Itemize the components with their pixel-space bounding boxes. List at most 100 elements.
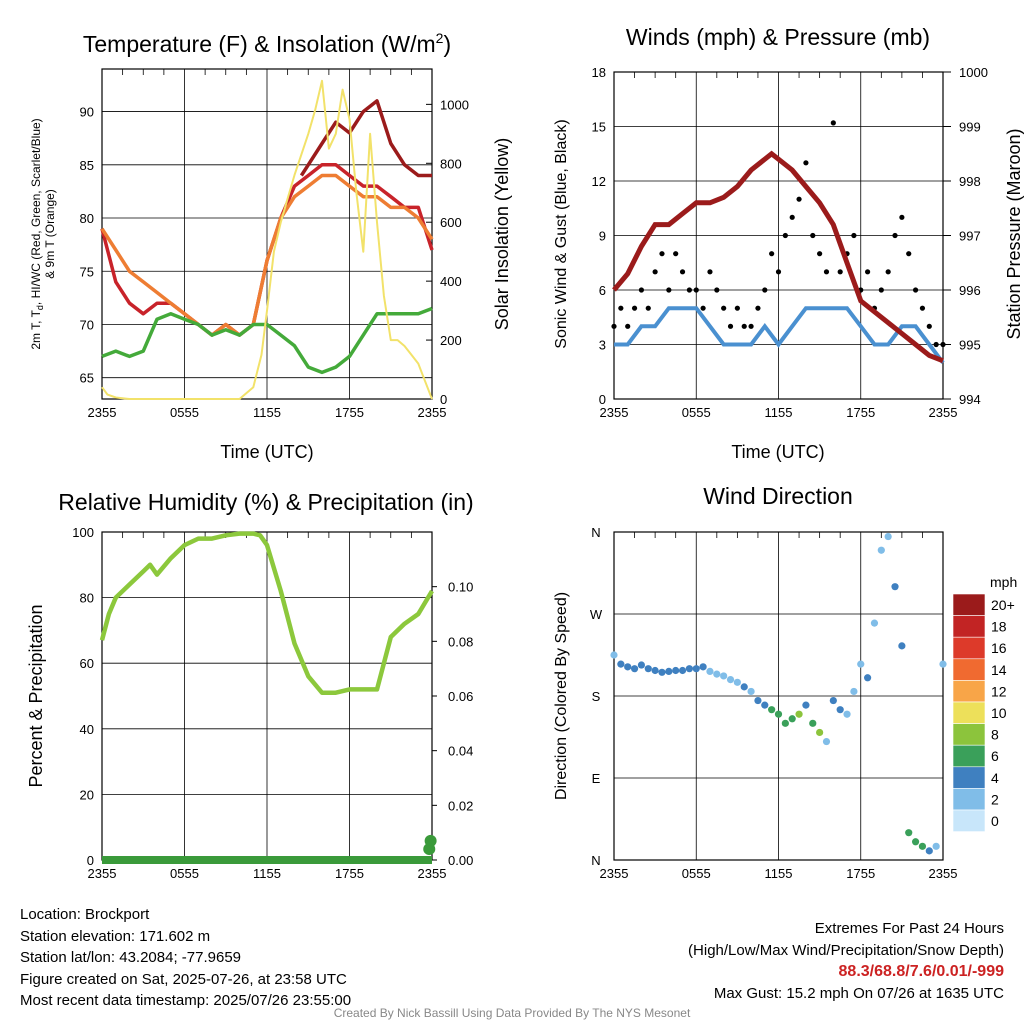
y-right-tick-label: 0.00 [448, 853, 473, 868]
direction-point [761, 701, 769, 709]
gust-point [721, 305, 727, 311]
y-tick-label: 90 [80, 105, 94, 120]
y-right-tick-label: 1000 [440, 97, 469, 112]
legend-swatch [952, 636, 986, 660]
x-tick-label: 2355 [418, 405, 447, 420]
direction-point [768, 706, 776, 714]
y-right-tick-label: 996 [959, 283, 981, 298]
humidity-panel: Relative Humidity (%) & Precipitation (i… [26, 489, 474, 788]
x-tick-label: 2355 [929, 866, 958, 881]
gust-point [789, 214, 795, 220]
legend-label: 10 [991, 705, 1007, 721]
x-tick-label: 1155 [765, 405, 793, 420]
gust-point [700, 305, 706, 311]
gust-point [926, 323, 932, 329]
y-right-tick-label: 0.04 [448, 744, 473, 759]
gust-point [803, 160, 809, 166]
direction-point [726, 676, 735, 684]
legend-title: mph [990, 574, 1017, 590]
y-right-tick-label: 997 [959, 229, 981, 244]
x-tick-label: 0555 [682, 866, 711, 881]
direction-point [610, 651, 618, 659]
direction-point [678, 666, 687, 675]
credit-line: Created By Nick Bassill Using Data Provi… [333, 1006, 691, 1020]
legend-swatch [952, 788, 986, 811]
direction-point [685, 665, 693, 673]
legend-label: 2 [991, 791, 999, 807]
gust-point [851, 232, 857, 239]
winds-xlabel: Time (UTC) [731, 442, 824, 462]
y-tick-label: 15 [592, 120, 606, 135]
legend-swatch [952, 723, 986, 746]
direction-point [630, 665, 639, 673]
direction-point [795, 710, 803, 718]
latlon-line: Station lat/lon: 43.2084; -77.9659 [20, 949, 242, 966]
temperature-series-green [101, 306, 433, 375]
direction-point [809, 719, 817, 727]
direction-point [672, 666, 680, 675]
temperature-panel: Temperature (F) & Insolation (W/m2) 2m T… [29, 30, 512, 462]
created-line: Figure created on Sat, 2025-07-26, at 23… [20, 970, 347, 988]
x-tick-label: 1155 [765, 866, 793, 881]
legend-label: 0 [991, 813, 999, 829]
temperature-series-yellow [101, 79, 433, 400]
gust-point [625, 323, 631, 329]
x-tick-label: 1155 [253, 866, 281, 881]
gust-point [796, 196, 802, 202]
max-gust-line: Max Gust: 15.2 mph On 07/26 at 1635 UTC [713, 984, 1004, 1002]
legend-swatch [952, 658, 986, 681]
legend-label: 16 [991, 640, 1007, 656]
temperature-ylabel-left-line2: & 9m T (Orange) [43, 189, 57, 279]
y-tick-label: 65 [80, 371, 94, 386]
y-right-tick-label: 0.06 [448, 689, 473, 704]
y-tick-label: N [591, 853, 600, 868]
temperature-xlabel: Time (UTC) [220, 442, 313, 462]
y-tick-label: 60 [80, 656, 94, 671]
winds-panel: Winds (mph) & Pressure (mb) Sonic Wind &… [553, 24, 1024, 462]
legend-label: 4 [991, 770, 999, 786]
gust-point [810, 232, 816, 239]
x-tick-label: 2355 [600, 866, 629, 881]
x-tick-label: 1155 [253, 405, 281, 420]
gust-point [762, 287, 768, 293]
legend-label: 14 [991, 662, 1007, 678]
gust-point [748, 323, 754, 329]
x-tick-label: 0555 [170, 866, 199, 881]
gust-point [933, 341, 939, 348]
y-right-tick-label: 0.08 [448, 634, 473, 649]
y-right-tick-label: 0.02 [448, 798, 473, 813]
elevation-line: Station elevation: 171.602 m [20, 927, 211, 945]
x-tick-label: 1755 [335, 405, 364, 420]
gust-point [899, 214, 905, 220]
gust-point [912, 287, 919, 293]
direction-point [850, 687, 858, 696]
x-tick-label: 2355 [418, 866, 447, 881]
gust-point [823, 269, 830, 275]
station-info: Location: Brockport Station elevation: 1… [20, 904, 351, 1012]
direction-point [918, 842, 927, 850]
direction-point [740, 683, 748, 691]
gust-point [885, 269, 891, 275]
y-right-tick-label: 999 [959, 120, 981, 135]
y-tick-label: 6 [599, 283, 606, 298]
y-tick-label: 9 [599, 229, 606, 244]
gust-point [638, 287, 645, 293]
y-tick-label: 3 [599, 338, 606, 353]
temperature-title: Temperature (F) & Insolation (W/m2) [83, 30, 451, 57]
gust-point [618, 305, 624, 311]
direction-point [713, 670, 721, 678]
direction-point [747, 687, 755, 696]
x-tick-label: 1755 [335, 866, 364, 881]
gust-point [940, 341, 946, 348]
direction-point [884, 532, 892, 541]
gust-point [741, 323, 747, 329]
legend-label: 12 [991, 683, 1007, 699]
gust-point [830, 120, 836, 126]
direction-point [891, 583, 899, 591]
extremes-info: Extremes For Past 24 Hours (High/Low/Max… [688, 918, 1004, 1004]
x-tick-label: 2355 [88, 866, 117, 881]
wind-direction-ylabel: Direction (Colored By Speed) [553, 592, 570, 800]
y-tick-label: S [592, 689, 601, 704]
direction-point [877, 546, 885, 554]
